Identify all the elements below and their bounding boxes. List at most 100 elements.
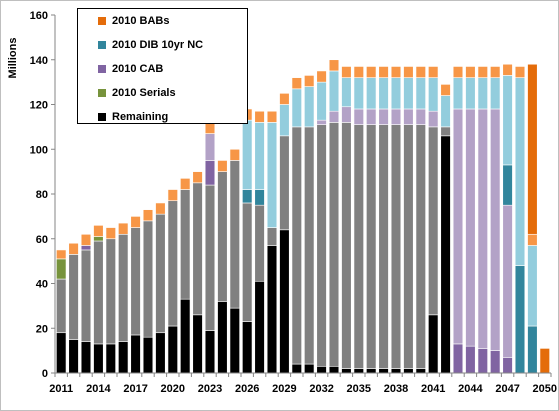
y-tick-label: 60 (36, 234, 48, 246)
bar-segment-dib-premium-2030 (291, 88, 302, 128)
y-tick-label: 20 (36, 323, 48, 335)
legend-label: 2010 DIB 10yr NC (112, 39, 204, 51)
bar-segment-partial-refunded-portion-2030 (291, 126, 302, 365)
bar-segment-cab-accreted-2037 (378, 108, 389, 125)
bar-segment-2010-babs-2022 (192, 171, 203, 184)
bar-segment-2010-babs-2043 (452, 66, 464, 78)
bar-segment-2010-babs-2020 (167, 189, 178, 202)
bars-layer (56, 59, 550, 374)
bar-segment-remaining-2024 (217, 301, 228, 374)
bar-segment-remaining-2034 (341, 368, 352, 374)
bar-segment-2010-serials-2014 (93, 236, 104, 242)
bar-segment-2010-dib-10yr-nc-2047 (502, 164, 513, 206)
x-tick-label: 2047 (495, 383, 519, 395)
y-ticks-layer: 0 20 40 60 80 100 120 140 160 (30, 10, 55, 380)
x-tick-label: 2020 (161, 383, 185, 395)
bar-segment-2010-cab-2044 (465, 345, 476, 374)
bar-segment-remaining-2019 (155, 332, 166, 374)
bar-segment-2010-cab-2047 (502, 357, 513, 374)
bar-segment-2010-babs-2044 (465, 66, 476, 78)
bar-segment-cab-accreted-2041 (428, 110, 439, 128)
bar-segment-remaining-2023 (204, 330, 216, 374)
bar-segment-partial-refunded-portion-2026 (242, 202, 253, 322)
bar-segment-2010-babs-2041 (428, 66, 439, 78)
bar-segment-partial-refunded-portion-2014 (93, 240, 104, 345)
bar-segment-dib-premium-2027 (254, 122, 265, 190)
bar-segment-remaining-2022 (192, 314, 203, 374)
y-axis-title: Millions (7, 38, 19, 79)
bar-segment-dib-premium-2039 (403, 77, 414, 110)
legend-swatch (98, 65, 106, 73)
legend-label: 2010 BABs (112, 15, 170, 27)
legend-label: Remaining (112, 111, 169, 123)
bar-segment-remaining-2017 (130, 334, 141, 374)
bar-segment-2010-babs-2045 (477, 66, 488, 78)
bar-segment-dib-premium-2047 (502, 75, 513, 166)
bar-segment-partial-refunded-portion-2015 (105, 238, 116, 345)
y-tick-label: 160 (30, 10, 48, 22)
bar-segment-remaining-2033 (328, 365, 340, 374)
y-tick-label: 40 (36, 279, 48, 291)
bar-segment-2010-babs-2016 (118, 222, 129, 235)
bar-segment-2010-babs-2013 (80, 233, 92, 246)
bar-segment-cab-accreted-2045 (477, 108, 488, 349)
bar-segment-2010-babs-2011 (56, 249, 67, 260)
x-ticks-layer: 2011 2014 2017 2020 2023 2026 2029 2032 2035 2038… (49, 373, 557, 395)
bar-segment-partial-refunded-portion-2037 (378, 124, 389, 369)
bar-segment-partial-refunded-portion-2036 (366, 124, 377, 369)
bar-segment-cab-accreted-2032 (316, 119, 327, 125)
bar-segment-partial-refunded-portion-2041 (428, 126, 439, 316)
bar-segment-partial-refunded-portion-2013 (80, 249, 92, 342)
bar-segment-cab-accreted-2036 (366, 108, 377, 125)
bar-segment-dib-premium-2033 (328, 70, 340, 112)
bar-segment-cab-accreted-2034 (341, 106, 352, 123)
bar-segment-cab-accreted-2044 (465, 108, 476, 347)
bar-segment-remaining-2011 (56, 332, 67, 374)
y-tick-label: 0 (42, 368, 48, 380)
bar-segment-2010-babs-2046 (490, 66, 501, 78)
bar-segment-cab-accreted-2035 (353, 108, 364, 125)
bar-segment-dib-premium-2028 (266, 122, 278, 228)
bar-segment-2010-babs-2031 (304, 75, 315, 87)
bar-segment-remaining-2025 (229, 307, 240, 374)
bar-segment-remaining-2016 (118, 341, 129, 374)
x-tick-label: 2041 (421, 383, 445, 395)
bar-segment-2010-babs-2042 (440, 84, 451, 96)
bar-segment-2010-babs-2017 (130, 216, 141, 228)
bar-segment-dib-premium-2041 (428, 77, 439, 112)
bar-segment-remaining-2035 (353, 368, 364, 374)
bar-segment-2010-cab-2046 (490, 350, 501, 374)
bar-segment-2010-babs-2049 (527, 233, 538, 246)
bar-segment-dib-premium-2044 (465, 77, 476, 110)
bar-segment-dib-premium-2040 (415, 77, 426, 110)
bar-segment-remaining-2021 (180, 298, 191, 374)
bar-segment-remaining-2031 (304, 363, 315, 374)
bar-segment-2010-babs-final-2049 (527, 63, 538, 235)
bar-segment-cab-accreted-2046 (490, 108, 501, 351)
bar-segment-2010-babs-2040 (415, 66, 426, 78)
bar-segment-2010-dib-10yr-nc-2027 (254, 189, 265, 206)
bar-segment-2010-babs-2030 (291, 77, 302, 90)
x-tick-label: 2032 (309, 383, 333, 395)
bar-segment-remaining-2012 (68, 339, 79, 374)
x-tick-label: 2014 (86, 383, 111, 395)
bar-segment-remaining-2037 (378, 368, 389, 374)
bar-segment-2010-babs-2012 (68, 242, 79, 255)
bar-segment-2010-babs-2028 (266, 110, 278, 123)
bar-segment-2010-cab-2013 (80, 245, 92, 251)
bar-segment-2010-babs-2039 (403, 66, 414, 78)
bar-segment-2010-babs-2034 (341, 66, 352, 78)
x-tick-label: 2023 (198, 383, 222, 395)
bar-segment-partial-refunded-portion-2032 (316, 124, 327, 367)
bar-segment-2010-babs-2027 (254, 110, 265, 123)
bar-segment-dib-premium-2032 (316, 81, 327, 121)
bar-segment-partial-refunded-portion-2042 (440, 126, 451, 137)
bar-segment-2010-dib-10yr-nc-2048 (514, 265, 526, 374)
bar-segment-partial-refunded-portion-2033 (328, 122, 340, 367)
legend-item-2010-cab: 2010 CAB (98, 62, 163, 76)
bar-segment-partial-refunded-portion-2027 (254, 204, 265, 282)
y-tick-label: 80 (36, 189, 48, 201)
y-tick-label: 120 (30, 100, 48, 112)
x-tick-label: 2038 (384, 383, 408, 395)
